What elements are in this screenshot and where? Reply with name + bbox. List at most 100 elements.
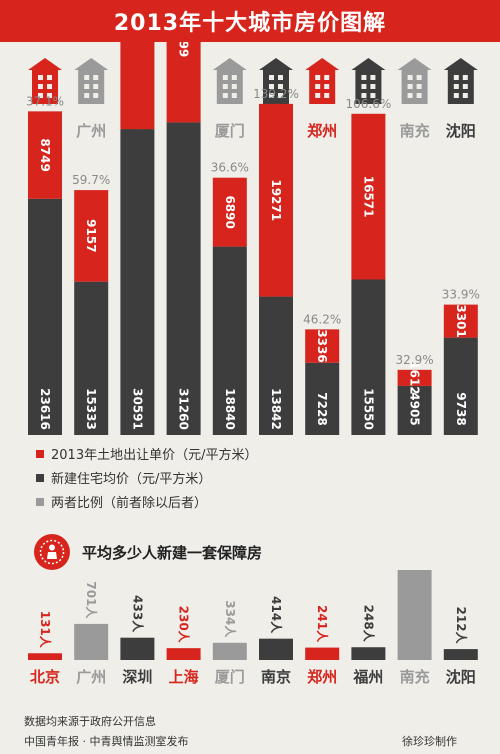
building-window [453, 93, 459, 98]
bar-land-price [351, 113, 386, 280]
legend-label-land-price: 2013年土地出让单价（元/平方米） [51, 448, 258, 463]
building-window [416, 93, 422, 98]
bar-housing [259, 638, 293, 660]
city-label: 福州 [352, 668, 383, 686]
building-window [278, 93, 283, 98]
data-label-land-price: 3301 [454, 304, 468, 337]
city-label: 沈阳 [446, 668, 476, 686]
city-label: 上海 [169, 668, 199, 686]
building-window [93, 75, 99, 80]
building-window [222, 84, 228, 89]
bar-house-price [74, 281, 109, 435]
data-label-land-price: 16571 [361, 176, 375, 218]
data-label-ratio: 33.9% [442, 288, 480, 302]
building-window [269, 84, 274, 89]
data-label-housing: 212人 [454, 607, 469, 645]
building-window [453, 75, 459, 80]
data-label-housing: 414人 [269, 596, 284, 634]
legend-swatch-dark [36, 473, 44, 482]
building-window [231, 84, 237, 89]
building-shape [397, 58, 432, 104]
building-window [453, 84, 459, 89]
building-shape [443, 58, 478, 104]
city-label: 厦门 [215, 122, 245, 140]
bar-house-price [397, 385, 432, 435]
housing-chart-heading: 平均多少人新建一套保障房 [34, 534, 262, 570]
bar-housing [120, 637, 155, 660]
building-icon [259, 58, 293, 104]
data-label-house-price: 15550 [361, 388, 375, 430]
building-window [269, 75, 274, 80]
data-label-land-price: 19271 [269, 179, 283, 221]
bar-house-price [443, 337, 478, 435]
building-window [361, 93, 367, 98]
source-note: 数据均来源于政府公开信息 [24, 715, 156, 728]
bar-land-price [443, 304, 478, 338]
building-shape [351, 58, 386, 104]
building-window [370, 75, 376, 80]
bar-land-price [74, 190, 109, 282]
legend-item-house-price: 新建住宅均价（元/平方米） [36, 468, 211, 487]
building-window [370, 84, 376, 89]
bar-land-price [397, 369, 432, 386]
data-label-housing: 241人 [315, 605, 330, 643]
data-label-housing: 701人 [84, 581, 99, 619]
building-window [462, 93, 468, 98]
building-icon [212, 58, 247, 104]
bar-housing [166, 648, 201, 660]
building-window [231, 93, 237, 98]
building-window [38, 84, 43, 89]
bar-land-price [212, 177, 247, 247]
building-shape [74, 58, 109, 104]
building-window [93, 93, 99, 98]
bar-land-price [120, 42, 155, 130]
building-shape [305, 58, 340, 104]
data-label-housing: 131人 [38, 611, 53, 649]
building-icon [397, 58, 432, 104]
data-label-house-price: 15333 [84, 388, 98, 430]
building-window [361, 75, 367, 80]
building-window [324, 93, 330, 98]
publisher-note: 中国青年报 · 中青舆情监测室发布 [24, 735, 189, 748]
bar-house-price [259, 296, 293, 435]
legend-swatch-gray [36, 497, 44, 506]
data-label-ratio: 59.7% [72, 173, 110, 187]
building-window [47, 84, 52, 89]
data-label-ratio: 36.6% [211, 161, 249, 175]
data-label-house-price: 18840 [223, 388, 237, 430]
building-window [222, 75, 228, 80]
data-label-house-price: 30591 [130, 388, 144, 430]
data-label-housing: 334人 [223, 600, 238, 638]
bar-house-price [120, 129, 155, 435]
legend-label-ratio: 两者比例（前者除以后者） [51, 496, 208, 511]
building-window [315, 84, 321, 89]
building-window [222, 93, 228, 98]
data-label-housing: 230人 [177, 606, 192, 644]
city-label: 深圳 [122, 668, 152, 686]
data-label-land-price: 9157 [84, 219, 98, 252]
building-window [462, 84, 468, 89]
data-label-house-price: 31260 [177, 388, 191, 430]
person-icon [34, 534, 70, 570]
city-label: 南京 [261, 668, 291, 686]
data-label-house-price: 4905 [408, 392, 422, 425]
data-label-house-price: 23616 [38, 388, 52, 430]
building-shape [28, 58, 62, 104]
page-title: 2013年十大城市房价图解 [0, 0, 500, 42]
bar-housing [28, 653, 62, 660]
legend-swatch-red [36, 449, 44, 458]
data-label-ratio: 37.1% [26, 94, 64, 108]
data-label-housing: 433人 [130, 595, 145, 633]
city-label: 广州 [76, 668, 106, 686]
legend-item-ratio: 两者比例（前者除以后者） [36, 492, 207, 511]
city-label: 郑州 [307, 122, 337, 140]
building-window [370, 93, 376, 98]
building-window [47, 93, 52, 98]
building-shape [259, 58, 293, 104]
building-window [407, 93, 413, 98]
building-window [47, 75, 52, 80]
building-window [416, 84, 422, 89]
building-window [416, 75, 422, 80]
building-window [93, 84, 99, 89]
city-label: 南充 [400, 122, 430, 140]
